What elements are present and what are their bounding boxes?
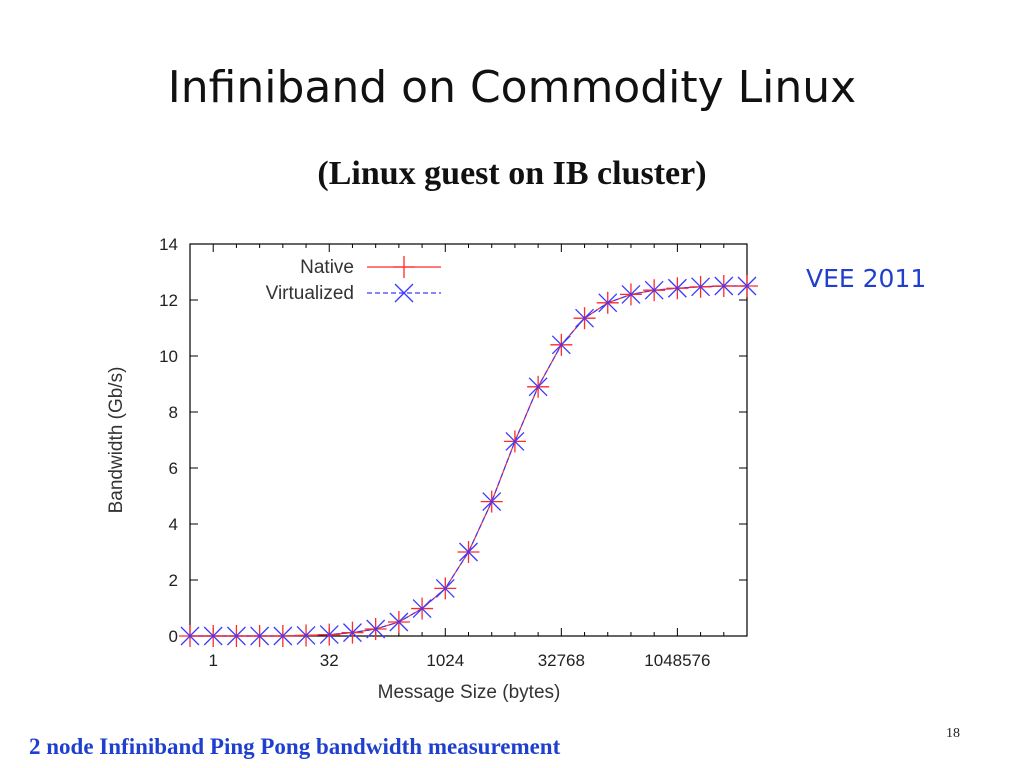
slide-subtitle: (Linux guest on IB cluster) bbox=[317, 155, 707, 192]
virtualized-point bbox=[598, 293, 618, 313]
virtualized-point bbox=[691, 277, 711, 297]
virtualized-point bbox=[389, 612, 409, 632]
series-layer bbox=[179, 275, 758, 647]
virtualized-point bbox=[482, 492, 502, 512]
virtualized-point bbox=[203, 626, 223, 646]
virtualized-point bbox=[621, 284, 641, 304]
x-tick-label: 32 bbox=[320, 651, 339, 670]
venue-label: VEE 2011 bbox=[806, 264, 927, 293]
virtualized-point bbox=[435, 578, 455, 598]
y-axis: 0 2 4 6 8 10 12 14 bbox=[159, 235, 747, 646]
virtualized-point bbox=[737, 276, 757, 296]
virtualized-point bbox=[412, 599, 432, 619]
x-tick-label: 1048576 bbox=[644, 651, 710, 670]
legend: Native Virtualized bbox=[266, 256, 441, 304]
virtualized-point bbox=[226, 626, 246, 646]
native-series-line bbox=[190, 285, 747, 637]
virtualized-point bbox=[296, 625, 316, 645]
virtualized-point bbox=[714, 276, 734, 296]
x-tick-label: 1024 bbox=[426, 651, 464, 670]
x-tick-label: 32768 bbox=[538, 651, 585, 670]
x-axis-label: Message Size (bytes) bbox=[378, 682, 561, 703]
virtualized-point bbox=[273, 626, 293, 646]
virtualized-point bbox=[319, 625, 339, 645]
virtualized-point bbox=[528, 377, 548, 397]
y-tick-label: 12 bbox=[159, 291, 178, 310]
y-tick-label: 14 bbox=[159, 235, 178, 254]
virtualized-point bbox=[505, 431, 525, 451]
y-axis-label: Bandwidth (Gb/s) bbox=[106, 367, 127, 514]
y-tick-label: 10 bbox=[159, 347, 178, 366]
virtualized-point bbox=[575, 308, 595, 328]
virtualized-point bbox=[667, 278, 687, 298]
slide-title: Infiniband on Commodity Linux bbox=[167, 62, 857, 113]
x-axis: 1 32 1024 32768 1048576 bbox=[208, 244, 725, 670]
y-tick-label: 2 bbox=[169, 571, 178, 590]
virtualized-point bbox=[180, 626, 200, 646]
virtualized-point bbox=[459, 542, 478, 562]
y-tick-label: 6 bbox=[169, 459, 178, 478]
legend-label-virtualized: Virtualized bbox=[266, 283, 354, 304]
virtualized-point bbox=[644, 280, 664, 300]
page-number: 18 bbox=[946, 726, 960, 741]
legend-label-native: Native bbox=[300, 257, 354, 278]
virtualized-point bbox=[551, 335, 571, 355]
virtualized-point bbox=[250, 626, 270, 646]
virtualized-point bbox=[366, 619, 386, 639]
virtualized-point bbox=[342, 623, 362, 643]
y-tick-label: 8 bbox=[169, 403, 178, 422]
slide-caption: 2 node Infiniband Ping Pong bandwidth me… bbox=[29, 734, 561, 759]
y-tick-label: 0 bbox=[169, 627, 178, 646]
x-tick-label: 1 bbox=[208, 651, 217, 670]
virtualized-point bbox=[394, 283, 414, 303]
y-tick-label: 4 bbox=[169, 515, 178, 534]
virtualized-series-line bbox=[190, 285, 747, 637]
native-point bbox=[393, 256, 415, 278]
